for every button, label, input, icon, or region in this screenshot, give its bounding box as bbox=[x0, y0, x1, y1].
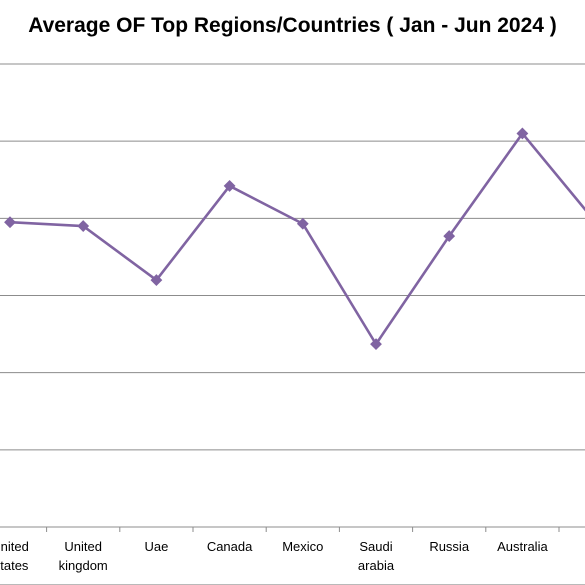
x-tick-label: Australia bbox=[497, 539, 548, 554]
x-tick-label: Uae bbox=[144, 539, 168, 554]
x-tick-label: United kingdom bbox=[59, 539, 108, 573]
x-tick-label: UnitedStates bbox=[0, 539, 29, 573]
series-line bbox=[9, 132, 585, 346]
data-point-marker bbox=[516, 127, 529, 140]
x-tick-label: Mexico bbox=[282, 539, 323, 554]
data-point-marker bbox=[77, 220, 90, 232]
chart-title: Average OF Top Regions/Countries ( Jan -… bbox=[28, 14, 557, 37]
data-point-marker bbox=[4, 216, 16, 229]
data-point-marker bbox=[443, 230, 456, 242]
x-tick-label: Saudi arabia bbox=[358, 539, 395, 573]
data-point-marker bbox=[296, 217, 309, 230]
data-point-marker bbox=[150, 274, 163, 286]
data-point-marker bbox=[370, 338, 382, 351]
x-tick-label: Canada bbox=[207, 539, 253, 554]
data-point-marker bbox=[223, 180, 236, 192]
x-tick-label: Russia bbox=[429, 539, 470, 554]
